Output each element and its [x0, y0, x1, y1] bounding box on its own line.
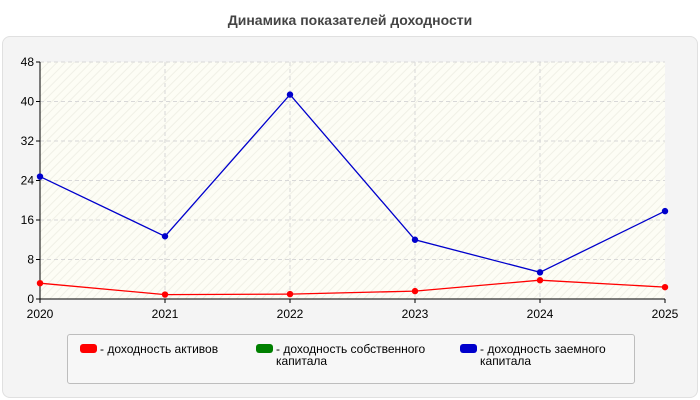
legend-swatch-equity [256, 344, 273, 353]
data-point-borrowed [161, 233, 169, 240]
x-tick-label: 2020 [27, 307, 54, 321]
data-point-borrowed [36, 173, 44, 180]
legend-swatch-borrowed [460, 344, 477, 353]
legend-label-equity: - доходность собственного капитала [276, 342, 426, 368]
legend-swatch-assets [80, 344, 97, 353]
y-tick-label: 40 [21, 95, 35, 109]
y-tick-label: 32 [21, 134, 35, 148]
data-point-borrowed [286, 91, 294, 98]
data-point-borrowed [661, 207, 669, 215]
y-tick-label: 8 [27, 253, 34, 267]
chart-legend: - доходность активов - доходность собств… [67, 334, 635, 384]
series-line-assets [39, 279, 666, 296]
data-point-assets [161, 291, 169, 298]
data-point-assets [36, 280, 44, 287]
y-tick-label: 0 [27, 292, 34, 306]
series-line-borrowed [39, 93, 666, 273]
y-tick-label: 48 [21, 55, 35, 69]
x-tick-label: 2023 [402, 307, 429, 321]
legend-label-assets: - доходность активов [100, 342, 219, 356]
data-point-assets [286, 290, 294, 298]
y-tick-label: 16 [21, 213, 35, 227]
chart-title: Динамика показателей доходности [227, 12, 473, 28]
data-point-borrowed [536, 269, 544, 276]
data-point-assets [411, 287, 419, 295]
legend-label-borrowed: - доходность заемного капитала [480, 342, 606, 368]
data-point-assets [661, 283, 669, 291]
x-tick-label: 2021 [152, 307, 179, 321]
y-tick-label: 24 [21, 174, 35, 188]
x-tick-label: 2024 [527, 307, 554, 321]
data-point-assets [536, 277, 544, 284]
x-tick-label: 2022 [277, 307, 304, 321]
data-point-borrowed [411, 236, 419, 243]
x-tick-label: 2025 [652, 307, 679, 321]
